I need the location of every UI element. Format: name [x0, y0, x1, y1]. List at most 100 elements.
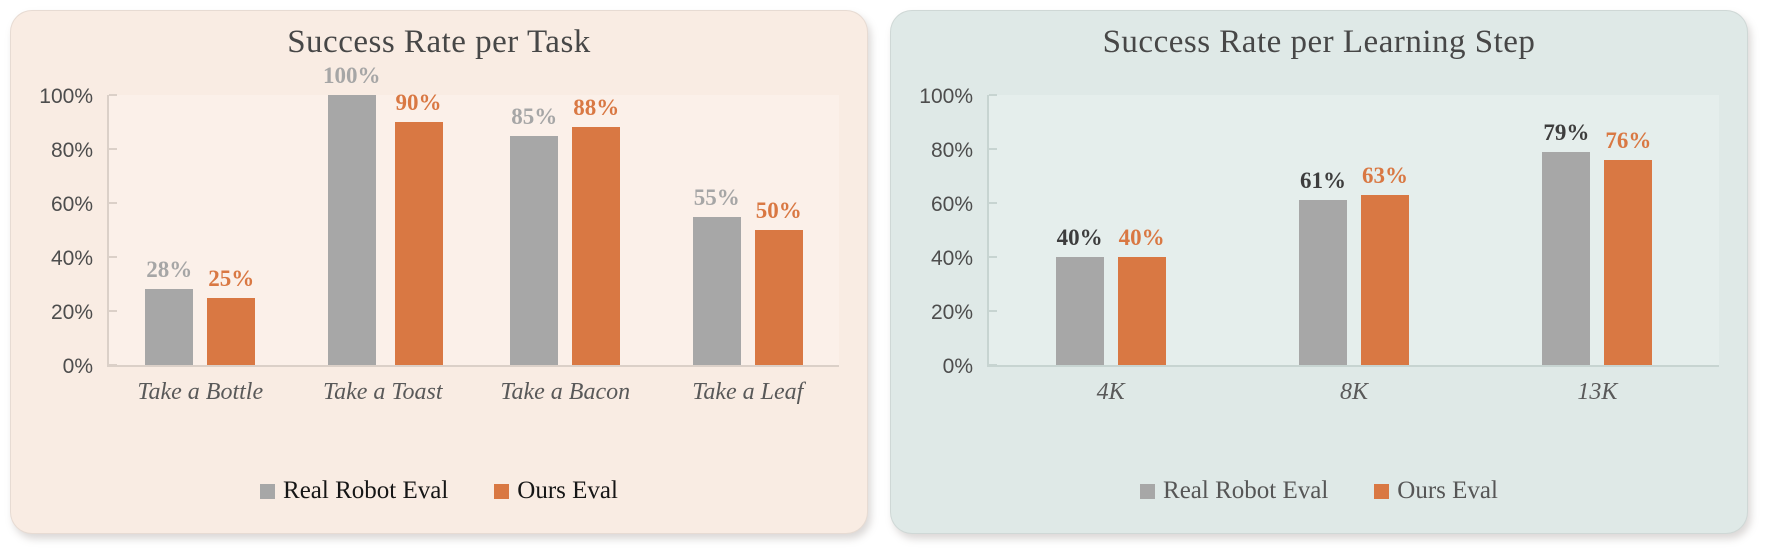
bar-groups: 40% 40% 61% 63% 79% 76% — [989, 95, 1719, 365]
bar-unit-real-robot-eval: 61% — [1298, 95, 1347, 365]
bar-value-label: 88% — [573, 95, 620, 121]
bar-groups: 28% 25% 100% 90% 85% 88% 55% 50% — [109, 64, 840, 365]
y-axis-tick-mark — [989, 310, 997, 312]
bar-value-label: 63% — [1361, 162, 1408, 188]
chart-legend: Real Robot Eval Ours Eval — [891, 477, 1747, 505]
bar-unit-real-robot-eval: 28% — [145, 95, 194, 365]
x-axis-category-label: Take a Toast — [322, 379, 443, 405]
y-axis-tick-label: 80% — [930, 138, 973, 162]
y-axis-tick-label: 0% — [942, 354, 973, 378]
bar-real-robot-eval — [145, 289, 194, 365]
y-axis-tick-label: 20% — [930, 300, 973, 324]
chart-title: Success Rate per Task — [287, 24, 591, 60]
y-axis-tick-label: 40% — [50, 246, 93, 270]
bar-value-label: 25% — [208, 265, 255, 291]
y-axis-tick-label: 0% — [62, 354, 93, 378]
bar-real-robot-eval — [1298, 200, 1347, 365]
bar-group-take-a-bottle: 28% 25% — [109, 95, 292, 365]
bar-real-robot-eval — [327, 95, 376, 365]
y-axis-tick-label: 100% — [919, 84, 973, 108]
chart-title: Success Rate per Learning Step — [1102, 24, 1536, 60]
x-axis-category-label: 13K — [1577, 379, 1618, 405]
chart-panel-success-rate-per-task: Success Rate per Task 28% 25% 100% 90% 85% 88… — [10, 10, 868, 534]
bar-value-label: 55% — [693, 184, 740, 210]
bar-ours-eval — [572, 127, 621, 365]
bar-value-label: 40% — [1056, 225, 1103, 250]
bar-unit-real-robot-eval: 79% — [1542, 95, 1591, 365]
plot-area: 40% 40% 61% 63% 79% 76% 4K 8K 13K 0% 20% 40% 60% 80… — [919, 86, 1719, 405]
bar-ours-eval — [1117, 257, 1166, 365]
bar-unit-ours-eval: 40% — [1117, 95, 1166, 365]
bar-value-label: 61% — [1299, 168, 1346, 194]
bar-unit-ours-eval: 63% — [1360, 95, 1409, 365]
bar-value-label: 85% — [511, 103, 558, 129]
bar-ours-eval — [394, 122, 443, 365]
y-axis-tick-mark — [989, 148, 997, 150]
bar-group-take-a-leaf: 55% 50% — [657, 95, 840, 365]
y-axis-tick-mark — [109, 256, 117, 258]
bar-real-robot-eval — [692, 216, 741, 365]
bar-unit-real-robot-eval: 55% — [692, 95, 741, 365]
bar-group-8k: 61% 63% — [1232, 95, 1475, 365]
legend-item-real-robot-eval: Real Robot Eval — [1140, 477, 1328, 505]
bar-value-label: 40% — [1118, 225, 1165, 250]
legend-label: Real Robot Eval — [1163, 477, 1329, 504]
bar-group-4k: 40% 40% — [989, 95, 1232, 365]
y-axis-tick-mark — [989, 256, 997, 258]
bar-real-robot-eval — [1542, 151, 1591, 365]
y-axis-tick-mark — [989, 364, 997, 366]
x-axis-category-row: 4K 8K 13K — [989, 379, 1719, 406]
y-axis-tick-label: 20% — [50, 300, 93, 324]
bar-value-label: 90% — [395, 90, 442, 115]
bar-unit-real-robot-eval: 85% — [510, 95, 559, 365]
y-axis-tick-mark — [109, 364, 117, 366]
y-axis-tick-label: 100% — [39, 84, 93, 108]
x-axis-category-label: 4K — [1096, 379, 1125, 405]
y-axis-tick-label: 40% — [930, 246, 973, 270]
y-axis-tick-mark — [989, 202, 997, 204]
bar-ours-eval — [1360, 194, 1409, 365]
bar-ours-eval — [1604, 159, 1653, 365]
chart-legend: Real Robot Eval Ours Eval — [11, 477, 867, 505]
x-axis-category-label: Take a Leaf — [692, 379, 804, 405]
y-axis-tick-mark — [989, 94, 997, 96]
y-axis-tick-label: 60% — [50, 192, 93, 216]
bar-ours-eval — [207, 297, 256, 365]
bar-value-label: 76% — [1605, 127, 1652, 153]
bar-group-13k: 79% 76% — [1476, 95, 1719, 365]
bar-unit-real-robot-eval: 100% — [323, 64, 381, 365]
x-axis-category-label: Take a Bacon — [500, 379, 631, 405]
bar-group-take-a-bacon: 85% 88% — [474, 95, 657, 365]
bar-unit-ours-eval: 88% — [572, 95, 621, 365]
bar-group-take-a-toast: 100% 90% — [292, 64, 475, 365]
y-axis-tick-label: 80% — [50, 138, 93, 162]
bar-real-robot-eval — [510, 135, 559, 365]
legend-item-real-robot-eval: Real Robot Eval — [260, 477, 448, 505]
x-axis-category-label: Take a Bottle — [137, 379, 264, 405]
bar-unit-real-robot-eval: 40% — [1055, 95, 1104, 365]
legend-swatch-ours-eval — [494, 483, 510, 499]
plot-area: 28% 25% 100% 90% 85% 88% 55% 50% Take a Bottle T… — [39, 64, 840, 405]
legend-label: Real Robot Eval — [283, 477, 449, 504]
bar-value-label: 28% — [146, 257, 193, 283]
legend-swatch-real-robot-eval — [1140, 483, 1156, 499]
legend-label: Ours Eval — [517, 477, 618, 504]
y-axis-tick-mark — [109, 310, 117, 312]
bar-value-label: 100% — [323, 63, 381, 88]
legend-item-ours-eval: Ours Eval — [494, 477, 618, 505]
chart-panel-success-rate-per-learning-step: Success Rate per Learning Step 40% 40% 61%… — [890, 10, 1748, 534]
legend-swatch-ours-eval — [1374, 483, 1390, 499]
bar-unit-ours-eval: 25% — [207, 95, 256, 365]
bar-unit-ours-eval: 90% — [394, 91, 443, 365]
bar-ours-eval — [754, 230, 803, 365]
bar-value-label: 50% — [755, 198, 802, 223]
x-axis-category-label: 8K — [1339, 379, 1368, 405]
y-axis-tick-mark — [109, 202, 117, 204]
legend-label: Ours Eval — [1397, 477, 1498, 504]
y-axis-tick-label: 60% — [930, 192, 973, 216]
legend-item-ours-eval: Ours Eval — [1374, 477, 1498, 505]
y-axis-tick-mark — [109, 148, 117, 150]
bar-unit-ours-eval: 50% — [754, 95, 803, 365]
legend-swatch-real-robot-eval — [260, 483, 276, 499]
